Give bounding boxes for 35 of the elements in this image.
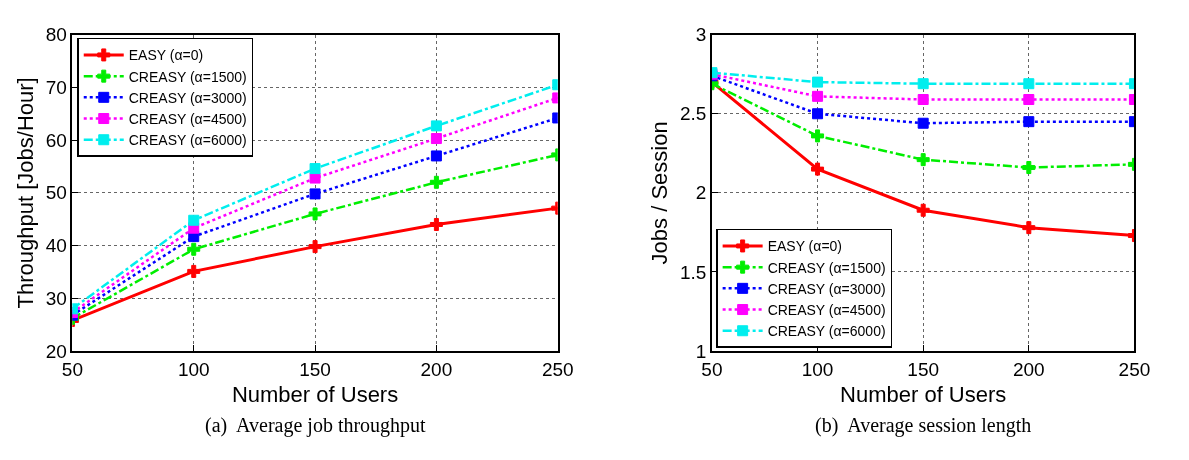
y-tick-label: 30 xyxy=(45,287,67,309)
y-tick-label: 3 xyxy=(695,24,707,46)
x-tick-label: 100 xyxy=(177,358,210,380)
y-axis-title: Jobs / Session xyxy=(647,121,673,265)
y-tick-label: 40 xyxy=(45,235,67,257)
legend-label: CREASY (α=3000) xyxy=(767,280,886,297)
legend-label: CREASY (α=4500) xyxy=(767,302,886,319)
y-tick-label: 1.5 xyxy=(679,261,707,283)
y-tick-label: 80 xyxy=(45,24,67,46)
legend-label: EASY (α=0) xyxy=(767,238,843,255)
x-axis-title: Number of Users xyxy=(840,381,1007,407)
text: (b) Average session length xyxy=(815,414,1032,437)
y-tick-label: 2.5 xyxy=(679,103,707,125)
legend-label: CREASY (α=3000) xyxy=(128,89,247,106)
legend-label: CREASY (α=1500) xyxy=(128,68,247,85)
x-tick-label: 250 xyxy=(541,358,574,380)
x-tick-label: 200 xyxy=(1012,358,1045,380)
legend-label: CREASY (α=4500) xyxy=(128,110,247,127)
y-tick-label: 1 xyxy=(695,340,707,362)
x-tick-label: 250 xyxy=(1118,358,1151,380)
x-tick-label: 150 xyxy=(907,358,940,380)
y-tick-label: 60 xyxy=(45,129,67,151)
legend-label: CREASY (α=6000) xyxy=(128,132,247,149)
x-tick-label: 100 xyxy=(801,358,834,380)
x-axis-title: Number of Users xyxy=(231,381,399,407)
text: (a) Average job throughput xyxy=(205,414,427,437)
legend-label: CREASY (α=1500) xyxy=(767,259,886,276)
x-tick-label: 200 xyxy=(420,358,453,380)
y-tick-label: 50 xyxy=(45,182,67,204)
legend-label: EASY (α=0) xyxy=(128,47,204,64)
y-tick-label: 70 xyxy=(45,77,67,99)
y-tick-label: 2 xyxy=(695,182,707,204)
y-axis-title: Throughput [Jobs/Hour] xyxy=(13,77,38,309)
legend-label: CREASY (α=6000) xyxy=(767,323,886,340)
x-tick-label: 150 xyxy=(299,358,331,380)
